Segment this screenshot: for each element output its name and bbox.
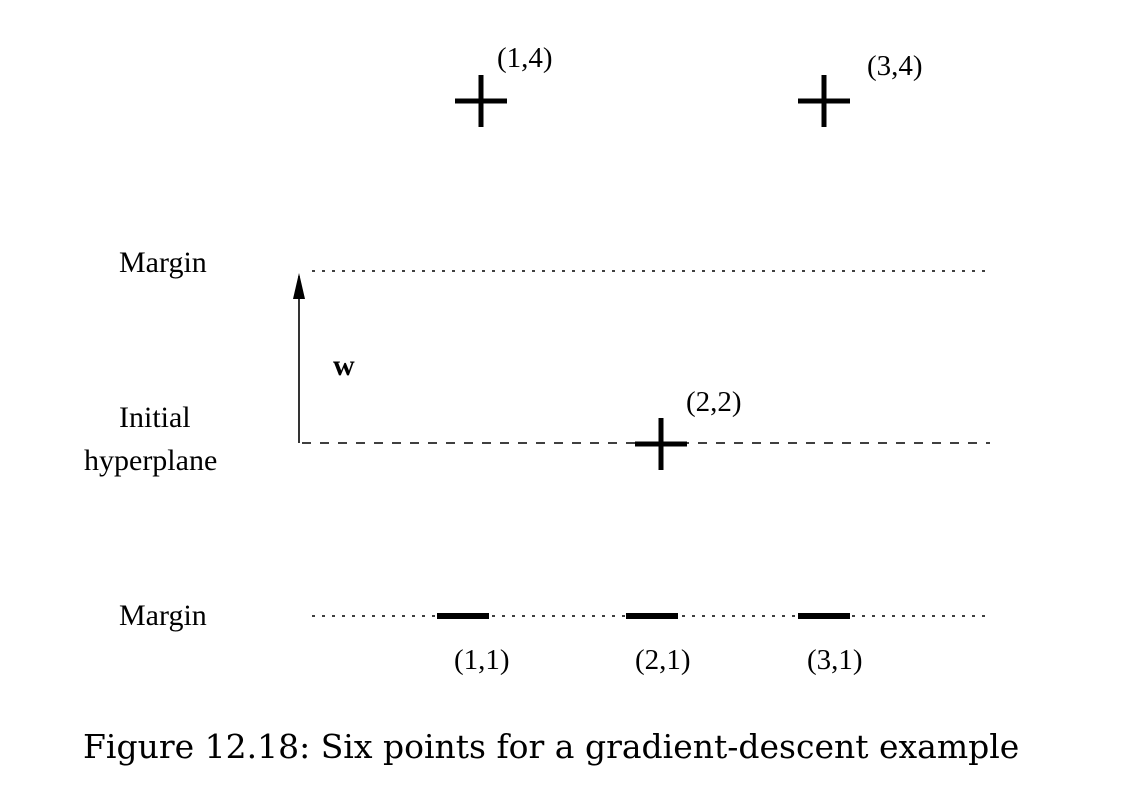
- lower-margin-label: Margin: [119, 599, 207, 632]
- point-label-3-1: (3,1): [807, 644, 863, 676]
- initial-hyperplane-label-line1: Initial: [119, 401, 191, 434]
- weight-vector-arrowhead: [293, 273, 305, 299]
- point-label-2-2: (2,2): [686, 386, 742, 418]
- upper-margin-label: Margin: [119, 246, 207, 279]
- positive-point-1-4: [455, 75, 507, 127]
- positive-point-3-4: [798, 75, 850, 127]
- weight-vector-label: w: [333, 349, 355, 382]
- initial-hyperplane-label-line2: hyperplane: [84, 444, 217, 477]
- point-label-2-1: (2,1): [635, 644, 691, 676]
- positive-point-2-2: [635, 418, 687, 470]
- point-label-1-4: (1,4): [497, 42, 553, 74]
- figure-caption: Figure 12.18: Six points for a gradient-…: [83, 727, 1020, 766]
- point-label-1-1: (1,1): [454, 644, 510, 676]
- point-label-3-4: (3,4): [867, 50, 923, 82]
